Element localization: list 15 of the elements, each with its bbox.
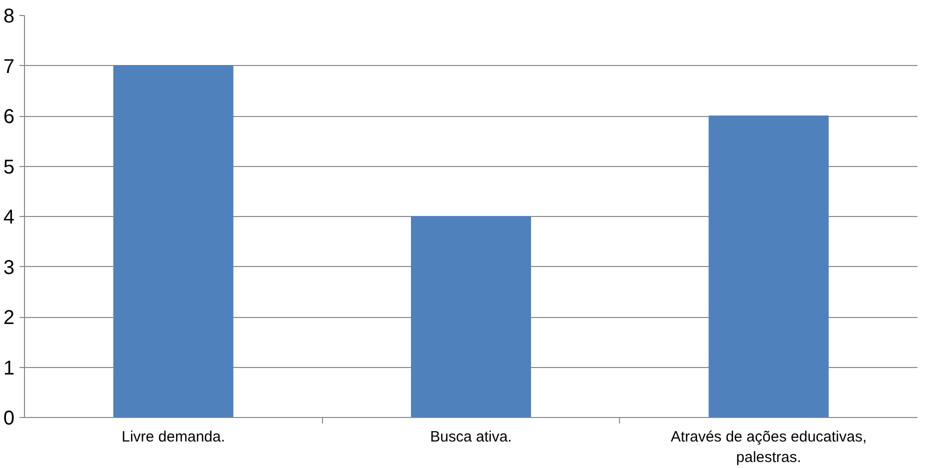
y-tick-label: 6	[3, 106, 14, 128]
y-tick-label: 8	[3, 6, 14, 28]
x-tick-label: Através de ações educativas, palestras.	[670, 428, 867, 466]
y-tick-label: 2	[3, 307, 14, 329]
y-tick-label: 7	[3, 56, 14, 78]
bar	[113, 65, 234, 418]
y-tick-label: 0	[3, 408, 14, 430]
y-tick-label: 5	[3, 156, 14, 178]
y-tick-label: 4	[3, 206, 14, 228]
y-tick-label: 3	[3, 256, 14, 279]
y-tick-label: 1	[3, 357, 14, 380]
bar	[410, 216, 532, 418]
bar	[708, 116, 829, 418]
x-tick-label: Busca ativa.	[430, 428, 512, 446]
x-tick-label: Livre demanda.	[122, 428, 226, 446]
